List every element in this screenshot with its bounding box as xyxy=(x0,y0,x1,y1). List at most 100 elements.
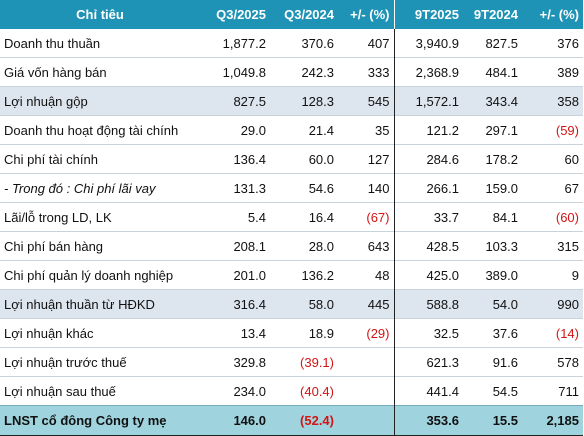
row-label: Chi phí tài chính xyxy=(0,144,200,174)
cell-quarter-change: 643 xyxy=(338,231,395,261)
cell-quarter-change: 407 xyxy=(338,29,395,58)
cell-q3-2024: (39.1) xyxy=(270,347,338,377)
row-label: Lợi nhuận trước thuế xyxy=(0,347,200,377)
cell-q3-2025: 316.4 xyxy=(200,289,270,319)
row-label: LNST cổ đông Công ty mẹ xyxy=(0,405,200,436)
table-row: Chi phí bán hàng 208.1 28.0 643 428.5 10… xyxy=(0,231,583,261)
cell-9t2024: 389.0 xyxy=(463,260,522,290)
cell-9t2025: 33.7 xyxy=(394,202,463,232)
cell-q3-2024: 242.3 xyxy=(270,57,338,87)
cell-q3-2024: 16.4 xyxy=(270,202,338,232)
cell-9t2025: 121.2 xyxy=(394,115,463,145)
cell-q3-2025: 329.8 xyxy=(200,347,270,377)
row-label: Doanh thu thuần xyxy=(4,35,101,51)
cell-q3-2024: 54.6 xyxy=(270,173,338,203)
cell-9t2025: 425.0 xyxy=(394,260,463,290)
cell-q3-2025: 1,877.2 xyxy=(222,35,266,51)
table-row: Lợi nhuận gộp 827.5 128.3 545 1,572.1 34… xyxy=(0,86,583,116)
cell-9t2024: 178.2 xyxy=(463,144,522,174)
cell-quarter-change: (29) xyxy=(338,318,395,348)
cell-quarter-change: 127 xyxy=(338,144,395,174)
cell-9t2024: 84.1 xyxy=(463,202,522,232)
cell-q3-2024: 21.4 xyxy=(270,115,338,145)
cell-9t2024: 827.5 xyxy=(485,35,518,51)
cell-q3-2024: 28.0 xyxy=(270,231,338,261)
cell-9t2024: 103.3 xyxy=(463,231,522,261)
row-label: Doanh thu hoạt động tài chính xyxy=(0,115,200,145)
cell-q3-2024: 370.6 xyxy=(301,35,334,51)
header-quarter-change: +/- (%) xyxy=(338,0,395,29)
table-row: Doanh thu thuần 1,877.2 370.6 407 3,940.… xyxy=(0,29,583,58)
table-row: Lợi nhuận thuần từ HĐKD 316.4 58.0 445 5… xyxy=(0,289,583,319)
table-row: Lợi nhuận sau thuế 234.0 (40.4) 441.4 54… xyxy=(0,376,583,406)
cell-9t2024: 54.0 xyxy=(463,289,522,319)
cell-quarter-change xyxy=(338,376,395,406)
cell-q3-2024: (40.4) xyxy=(270,376,338,406)
cell-9t2025: 266.1 xyxy=(394,173,463,203)
row-label: Lãi/lỗ trong LD, LK xyxy=(0,202,200,232)
cell-ytd-change: 389 xyxy=(522,57,583,87)
table-row: Lợi nhuận khác 13.4 18.9 (29) 32.5 37.6 … xyxy=(0,318,583,348)
cell-quarter-change xyxy=(338,405,395,436)
cell-ytd-change: (59) xyxy=(522,115,583,145)
table-row: Doanh thu hoạt động tài chính 29.0 21.4 … xyxy=(0,115,583,145)
cell-q3-2025: 131.3 xyxy=(200,173,270,203)
cell-quarter-change: 545 xyxy=(338,86,395,116)
cell-q3-2025: 136.4 xyxy=(200,144,270,174)
row-label: - Trong đó : Chi phí lãi vay xyxy=(0,173,200,203)
cell-ytd-change: 60 xyxy=(522,144,583,174)
cell-ytd-change: 2,185 xyxy=(522,405,583,436)
cell-ytd-change: 376 xyxy=(557,35,579,51)
cell-ytd-change: 67 xyxy=(522,173,583,203)
cell-q3-2025: 5.4 xyxy=(200,202,270,232)
row-label: Lợi nhuận sau thuế xyxy=(0,376,200,406)
cell-9t2024: 484.1 xyxy=(463,57,522,87)
cell-9t2025: 441.4 xyxy=(394,376,463,406)
cell-9t2025: 1,572.1 xyxy=(394,86,463,116)
table-row-total: LNST cổ đông Công ty mẹ 146.0 (52.4) 353… xyxy=(0,405,583,436)
cell-q3-2025: 13.4 xyxy=(200,318,270,348)
cell-9t2025: 3,940.9 xyxy=(415,35,459,51)
row-label: Chi phí quản lý doanh nghiệp xyxy=(0,260,200,290)
cell-quarter-change: (67) xyxy=(338,202,395,232)
cell-9t2024: 37.6 xyxy=(463,318,522,348)
table-row: Lợi nhuận trước thuế 329.8 (39.1) 621.3 … xyxy=(0,347,583,377)
cell-q3-2025: 146.0 xyxy=(200,405,270,436)
table-row: Giá vốn hàng bán 1,049.8 242.3 333 2,368… xyxy=(0,57,583,87)
cell-q3-2025: 208.1 xyxy=(200,231,270,261)
cell-q3-2025: 827.5 xyxy=(200,86,270,116)
cell-ytd-change: 990 xyxy=(522,289,583,319)
cell-9t2025: 588.8 xyxy=(394,289,463,319)
cell-q3-2024: 128.3 xyxy=(270,86,338,116)
row-label: Lợi nhuận gộp xyxy=(0,86,200,116)
cell-q3-2025: 29.0 xyxy=(200,115,270,145)
cell-9t2024: 297.1 xyxy=(463,115,522,145)
row-label: Giá vốn hàng bán xyxy=(0,57,200,87)
row-label: Lợi nhuận thuần từ HĐKD xyxy=(0,289,200,319)
cell-9t2024: 15.5 xyxy=(463,405,522,436)
cell-q3-2025: 1,049.8 xyxy=(200,57,270,87)
header-q3-2024: Q3/2024 xyxy=(270,0,338,29)
table-row: - Trong đó : Chi phí lãi vay 131.3 54.6 … xyxy=(0,173,583,203)
cell-quarter-change: 35 xyxy=(338,115,395,145)
header-q3-2025: Q3/2025 xyxy=(200,0,270,29)
cell-9t2024: 159.0 xyxy=(463,173,522,203)
cell-9t2025: 2,368.9 xyxy=(394,57,463,87)
cell-q3-2024: 60.0 xyxy=(270,144,338,174)
cell-quarter-change xyxy=(338,347,395,377)
header-9t2024: 9T2024 xyxy=(463,0,522,29)
cell-q3-2024: 18.9 xyxy=(270,318,338,348)
cell-9t2024: 54.5 xyxy=(463,376,522,406)
cell-ytd-change: 711 xyxy=(522,376,583,406)
cell-9t2025: 353.6 xyxy=(394,405,463,436)
cell-quarter-change: 333 xyxy=(338,57,395,87)
cell-ytd-change: (14) xyxy=(522,318,583,348)
header-label: Chỉ tiêu xyxy=(0,0,200,29)
cell-ytd-change: 578 xyxy=(522,347,583,377)
cell-q3-2024: 58.0 xyxy=(270,289,338,319)
cell-q3-2025: 201.0 xyxy=(200,260,270,290)
cell-ytd-change: (60) xyxy=(522,202,583,232)
cell-quarter-change: 140 xyxy=(338,173,395,203)
cell-9t2024: 91.6 xyxy=(463,347,522,377)
